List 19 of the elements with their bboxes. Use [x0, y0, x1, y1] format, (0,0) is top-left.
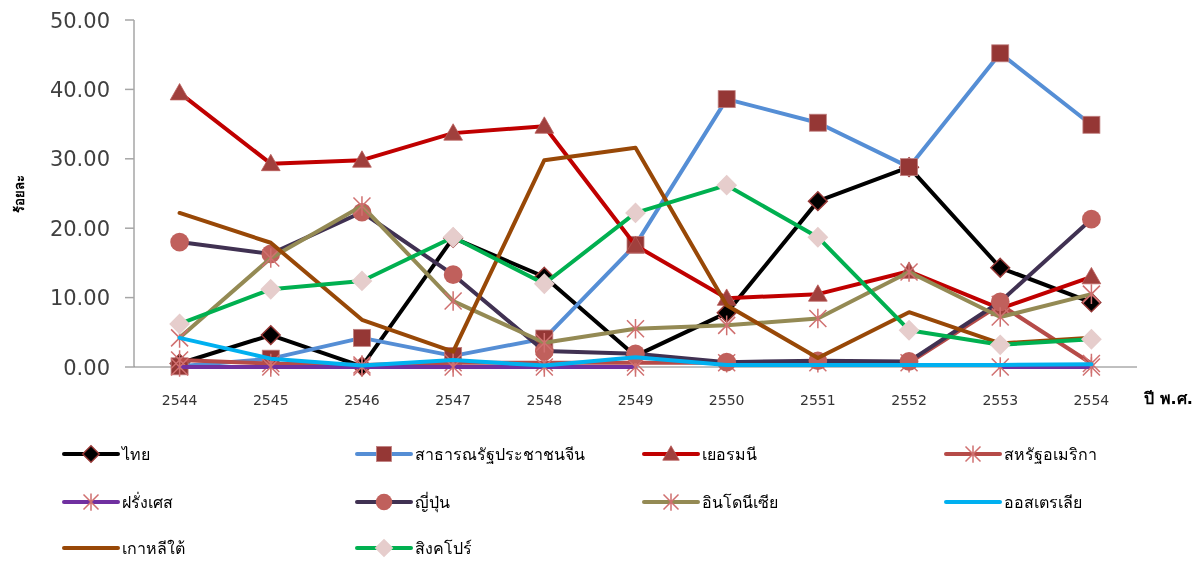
x-tick-label: 2554 [1073, 392, 1110, 408]
y-tick-label: 10.00 [49, 286, 110, 311]
x-tick-label: 2546 [344, 392, 380, 408]
y-tick-label: 40.00 [49, 77, 110, 102]
y-tick-label: 30.00 [49, 147, 110, 172]
x-tick-label: 2544 [161, 392, 198, 408]
y-tick-label: 50.00 [49, 8, 110, 33]
y-axis-title: ร้อยละ [12, 174, 27, 213]
x-tick-label: 2547 [435, 392, 471, 408]
x-tick-label: 2552 [891, 392, 927, 408]
x-tick-label: 2548 [526, 392, 563, 408]
x-tick-label: 2545 [252, 392, 289, 408]
x-tick-label: 2549 [617, 392, 654, 408]
x-tick-label: 2553 [982, 392, 1019, 408]
x-tick-label: 2551 [800, 392, 836, 408]
x-tick-label: 2550 [708, 392, 745, 408]
x-axis-title: ปี พ.ศ. [1144, 389, 1193, 408]
y-tick-label: 20.00 [49, 216, 110, 241]
y-tick-label: 0.00 [63, 355, 110, 380]
